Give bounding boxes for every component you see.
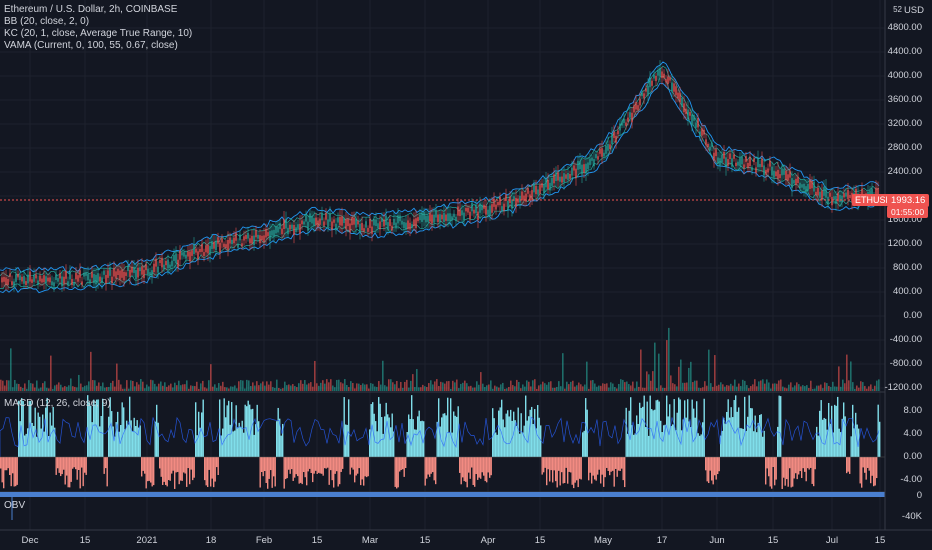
price-tick: 400.00 [892, 286, 922, 297]
macd-tick: 8.00 [903, 405, 923, 417]
price-tick: 2800.00 [887, 142, 922, 153]
price-tick: 1200.00 [887, 238, 922, 249]
macd-tick: -4.00 [900, 473, 922, 485]
time-tick: 15 [874, 535, 886, 546]
time-tick: 17 [656, 535, 668, 546]
currency-prefix: 52 [893, 5, 902, 14]
obv-tick: -40K [901, 511, 922, 522]
price-tick: 4000.00 [887, 70, 922, 81]
time-tick: 15 [311, 535, 323, 546]
price-tick: 800.00 [892, 262, 922, 273]
price-tick: 4800.00 [887, 22, 922, 33]
time-tick: May [594, 535, 612, 546]
time-tick: 15 [767, 535, 779, 546]
price-tick: -1200.00 [884, 382, 922, 393]
macd-histogram [0, 395, 885, 489]
indicator-vama[interactable]: VAMA (Current, 0, 100, 55, 0.67, close) [4, 40, 178, 51]
time-tick: 15 [419, 535, 431, 546]
time-tick: Feb [255, 535, 273, 546]
keltner-bollinger-bands [0, 61, 880, 294]
price-tick: 1600.00 [887, 214, 922, 225]
time-tick: 2021 [136, 535, 158, 546]
time-tick: 18 [205, 535, 217, 546]
last-price-badge: 1993.16 [887, 194, 930, 207]
price-tick: 3600.00 [887, 94, 922, 105]
currency-label[interactable]: USD [903, 5, 924, 16]
indicator-kc[interactable]: KC (20, 1, close, Average True Range, 10… [4, 28, 193, 39]
obv-legend[interactable]: OBV [4, 500, 26, 511]
price-tick: 0.00 [903, 310, 923, 321]
volume-bars [0, 327, 880, 391]
time-tick: Apr [480, 535, 496, 546]
chart-title[interactable]: Ethereum / U.S. Dollar, 2h, COINBASE [4, 4, 178, 15]
price-tick: -800.00 [889, 358, 922, 369]
time-tick: 15 [534, 535, 546, 546]
macd-legend[interactable]: MACD (12, 26, close, 9) [4, 398, 111, 409]
obv-line [0, 492, 885, 497]
indicator-bb[interactable]: BB (20, close, 2, 0) [4, 16, 90, 27]
time-tick: Jul [825, 535, 839, 546]
time-tick: Mar [361, 535, 379, 546]
price-tick: 3200.00 [887, 118, 922, 129]
time-tick: 15 [79, 535, 91, 546]
price-tick: 4400.00 [887, 46, 922, 57]
countdown-badge: 01:55:00 [887, 206, 929, 218]
macd-tick: 0.00 [903, 451, 923, 462]
time-tick: Jun [709, 535, 725, 546]
price-tick: 2400.00 [887, 166, 922, 177]
time-tick: Dec [21, 535, 39, 546]
price-candles [1, 60, 879, 292]
macd-tick: 4.00 [903, 428, 923, 440]
symbol-badge: ETHUSD [852, 194, 896, 206]
obv-tick: 0 [916, 490, 922, 501]
price-tick: -400.00 [889, 334, 922, 345]
